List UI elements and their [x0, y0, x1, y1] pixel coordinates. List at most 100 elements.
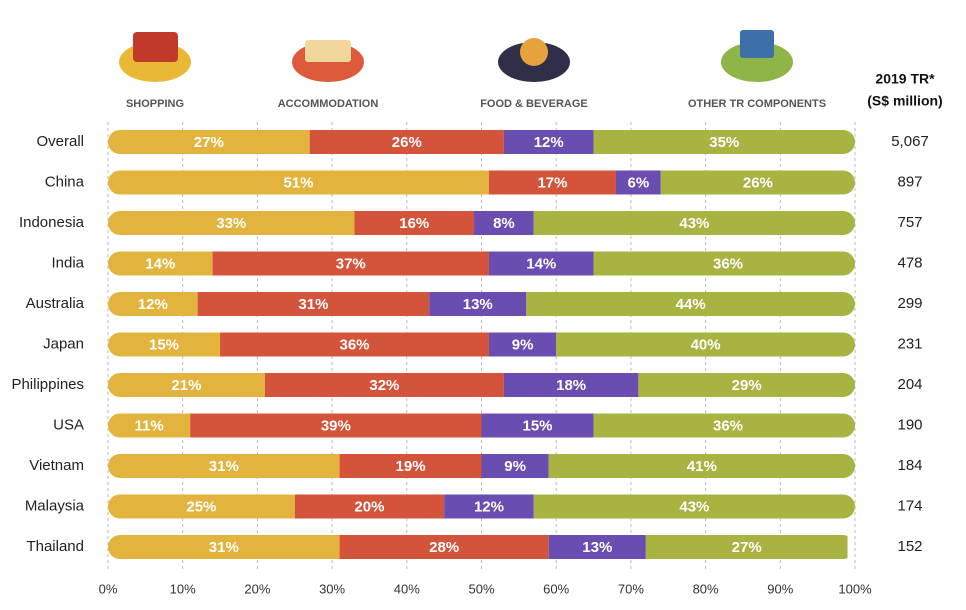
bar-segment	[354, 211, 475, 235]
value-label: 13%	[463, 296, 493, 313]
bar-segment	[548, 535, 646, 559]
value-label: 31%	[298, 296, 328, 313]
value-label: 26%	[743, 174, 773, 191]
bar-row	[108, 170, 855, 195]
bar-segment	[108, 251, 213, 276]
bar-row	[108, 494, 855, 519]
x-tick-label: 70%	[618, 581, 644, 596]
category-label: Philippines	[11, 376, 84, 393]
tr-value: 174	[897, 497, 922, 514]
x-tick-label: 90%	[767, 581, 793, 596]
bar-segment	[593, 413, 855, 438]
icon-bag	[133, 32, 178, 62]
bar-segment	[444, 494, 534, 519]
value-label: 43%	[679, 215, 709, 232]
x-tick-label: 80%	[693, 581, 719, 596]
x-tick-label: 20%	[244, 581, 270, 596]
value-label: 36%	[713, 417, 743, 434]
bar-segment	[615, 170, 661, 195]
value-label: 27%	[732, 539, 762, 556]
value-label: 41%	[687, 458, 717, 475]
bar-segment	[108, 130, 310, 154]
value-label: 39%	[321, 417, 351, 434]
bar-segment	[503, 130, 594, 154]
x-tick-label: 10%	[170, 581, 196, 596]
value-label: 31%	[209, 458, 239, 475]
category-label: USA	[53, 416, 84, 433]
bar-segment	[638, 373, 855, 397]
bar-segment	[488, 332, 557, 357]
bar-segment	[108, 373, 265, 397]
category-label: Thailand	[26, 538, 84, 555]
value-label: 12%	[138, 296, 168, 313]
bar-segment	[645, 535, 848, 559]
value-label: 27%	[194, 134, 224, 151]
tr-value: 184	[897, 457, 922, 474]
bar-segment	[220, 332, 489, 357]
value-label: 20%	[354, 498, 384, 515]
value-label: 36%	[713, 255, 743, 272]
bar-segment	[108, 535, 340, 559]
bar-row	[108, 211, 855, 235]
value-label: 43%	[679, 498, 709, 515]
legend-label: SHOPPING	[126, 98, 184, 110]
value-label: 44%	[676, 296, 706, 313]
icon-other	[721, 42, 793, 82]
x-tick-label: 0%	[99, 581, 118, 596]
bar-segment	[108, 292, 198, 316]
value-label: 9%	[504, 458, 526, 475]
value-label: 15%	[523, 417, 553, 434]
value-label: 36%	[339, 336, 369, 353]
x-tick-label: 30%	[319, 581, 345, 596]
tr-value: 204	[897, 376, 922, 393]
tr-value: 478	[897, 254, 922, 271]
tr-header: (S$ million)	[867, 93, 942, 109]
bar-segment	[108, 211, 355, 235]
value-label: 11%	[134, 417, 163, 434]
category-label: Australia	[26, 295, 85, 312]
icon-bed	[305, 40, 351, 62]
bar-row	[108, 413, 855, 438]
value-label: 35%	[709, 134, 739, 151]
tr-value: 5,067	[891, 133, 929, 150]
bar-segment	[108, 332, 221, 357]
bar-segment	[593, 251, 855, 276]
value-label: 33%	[216, 215, 246, 232]
value-label: 25%	[186, 498, 216, 515]
category-label: India	[51, 254, 84, 271]
bar-segment	[339, 454, 482, 478]
bar-segment	[526, 292, 855, 316]
icons	[119, 30, 793, 82]
value-label: 9%	[512, 336, 534, 353]
value-label: 29%	[732, 377, 762, 394]
value-label: 26%	[392, 134, 422, 151]
x-tick-label: 60%	[543, 581, 569, 596]
bar-segment	[488, 251, 594, 276]
bar-row	[108, 292, 855, 316]
bar-row	[108, 373, 855, 397]
icon-burger	[520, 38, 548, 66]
tr-value: 152	[897, 538, 922, 555]
legend-label: FOOD & BEVERAGE	[480, 98, 588, 110]
bar-row	[108, 130, 855, 154]
bar-row	[108, 454, 855, 478]
bar-segment	[309, 130, 504, 154]
category-label: Indonesia	[19, 214, 85, 231]
category-label: Vietnam	[29, 457, 84, 474]
x-tick-label: 40%	[394, 581, 420, 596]
bar-segment	[108, 494, 295, 519]
value-label: 21%	[171, 377, 201, 394]
bar-segment	[339, 535, 549, 559]
bar-segment	[108, 413, 191, 438]
tr-value: 897	[897, 173, 922, 190]
value-label: 28%	[429, 539, 459, 556]
x-tick-label: 100%	[838, 581, 872, 596]
legend-label: ACCOMMODATION	[278, 98, 379, 110]
value-label: 15%	[149, 336, 179, 353]
value-label: 40%	[691, 336, 721, 353]
value-label: 17%	[537, 174, 567, 191]
tr-value: 299	[897, 295, 922, 312]
value-label: 12%	[534, 134, 564, 151]
bar-segment	[108, 170, 489, 195]
